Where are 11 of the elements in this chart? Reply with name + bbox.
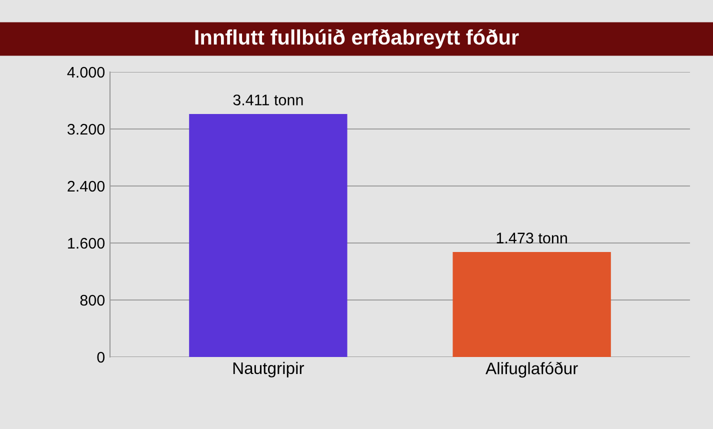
- data-label: 3.411 tonn: [233, 94, 303, 106]
- y-tick-label: 800: [80, 294, 105, 306]
- y-tick-label: 1.600: [68, 238, 105, 249]
- y-tick-label: 0: [97, 352, 105, 363]
- y-tick-label: 2.400: [68, 180, 105, 192]
- y-tick-label: 3.200: [67, 124, 105, 135]
- x-tick-label: Alifuglafóður: [486, 362, 578, 378]
- chart-title: Innflutt fullbúið erfðabreytt fóður: [195, 29, 519, 49]
- y-tick-label: 4.000: [67, 66, 105, 78]
- x-tick-label: Nautgripir: [233, 362, 304, 378]
- data-label: 1.473 tonn: [496, 232, 567, 244]
